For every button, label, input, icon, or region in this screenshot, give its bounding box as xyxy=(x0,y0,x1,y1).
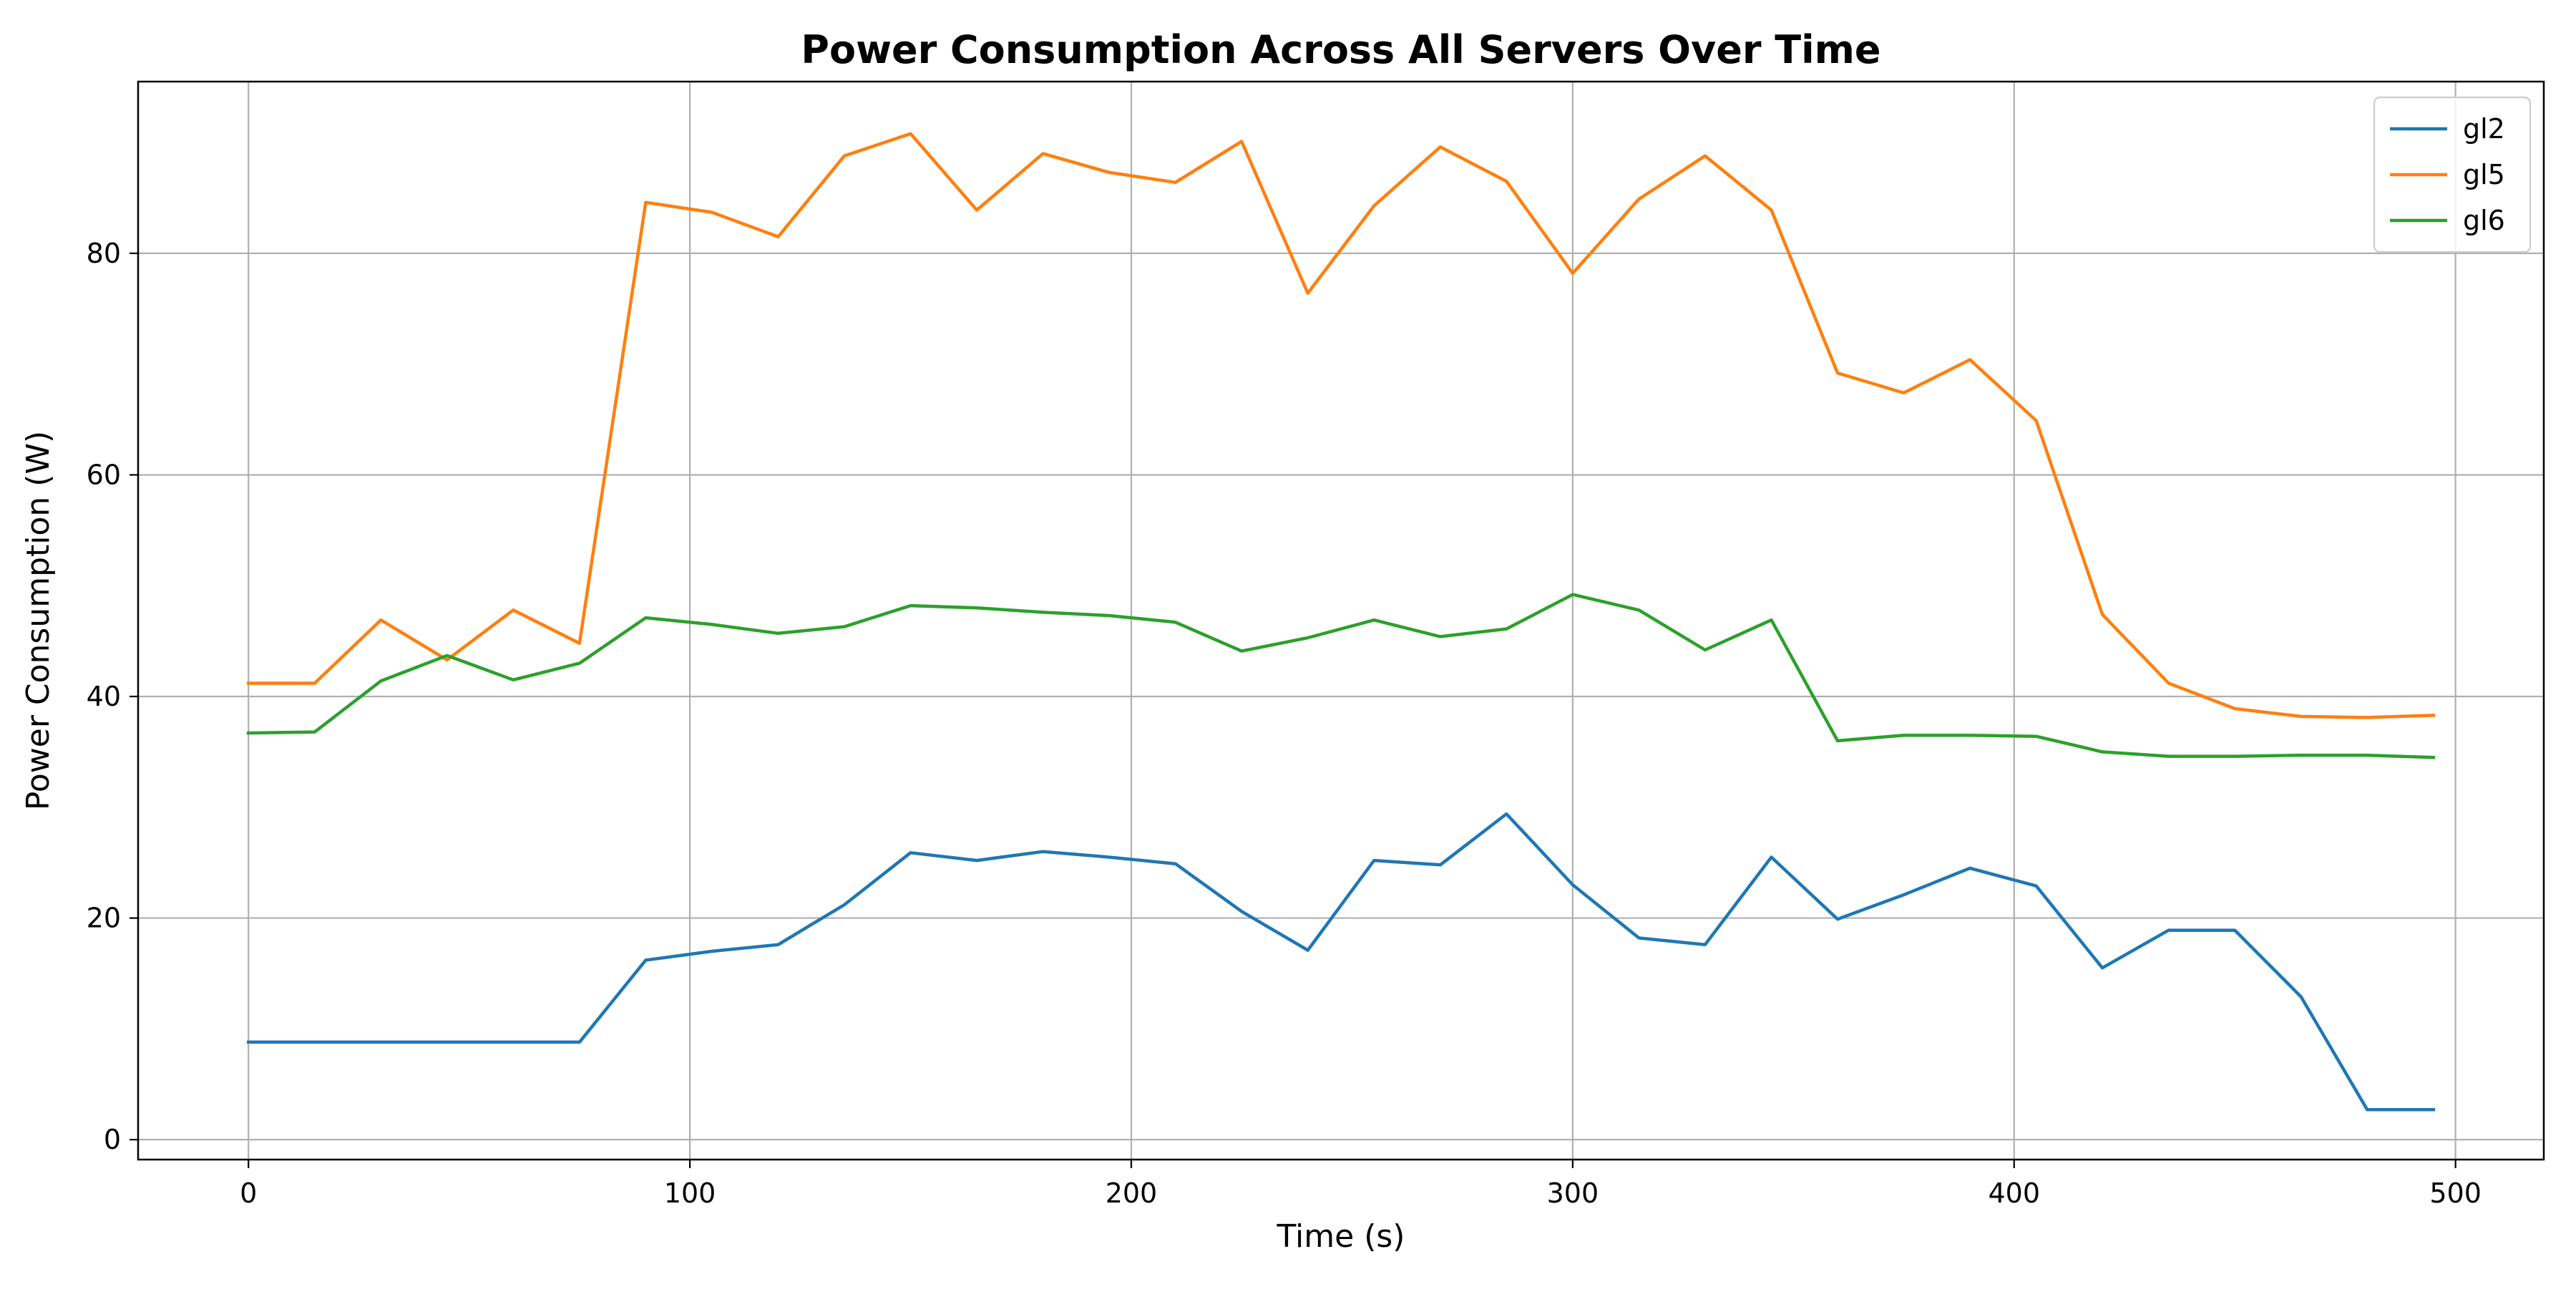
legend: gl2 gl5 gl6 xyxy=(2373,96,2532,253)
y-tick-label: 20 xyxy=(87,903,121,934)
plot-frame xyxy=(137,80,2545,1161)
y-tick-label: 80 xyxy=(87,238,121,269)
y-tick-label: 40 xyxy=(87,681,121,712)
legend-label-gl6: gl6 xyxy=(2463,205,2505,236)
x-axis-label: Time (s) xyxy=(1277,1218,1405,1255)
series-line-gl6 xyxy=(246,593,2436,759)
y-tick-label: 60 xyxy=(87,459,121,490)
series-line-gl5 xyxy=(246,132,2436,719)
grid-lines xyxy=(138,82,2544,1160)
axis-ticks: 0 100 200 300 400 500 0 20 40 60 80 xyxy=(87,238,2482,1209)
y-axis-label: Power Consumption (W) xyxy=(20,431,57,810)
x-tick-label: 300 xyxy=(1547,1177,1599,1209)
legend-label-gl5: gl5 xyxy=(2463,159,2505,190)
x-tick-label: 500 xyxy=(2429,1177,2482,1209)
x-tick-label: 400 xyxy=(1988,1177,2040,1209)
x-tick-label: 200 xyxy=(1106,1177,1158,1209)
series-line-gl2 xyxy=(246,812,2436,1112)
y-tick-label: 0 xyxy=(104,1124,121,1155)
x-tick-label: 0 xyxy=(240,1177,257,1209)
legend-label-gl2: gl2 xyxy=(2463,113,2505,145)
legend-box xyxy=(2373,96,2532,253)
series-lines xyxy=(246,132,2436,1112)
chart-title: Power Consumption Across All Servers Ove… xyxy=(801,27,1880,72)
x-tick-label: 100 xyxy=(664,1177,716,1209)
